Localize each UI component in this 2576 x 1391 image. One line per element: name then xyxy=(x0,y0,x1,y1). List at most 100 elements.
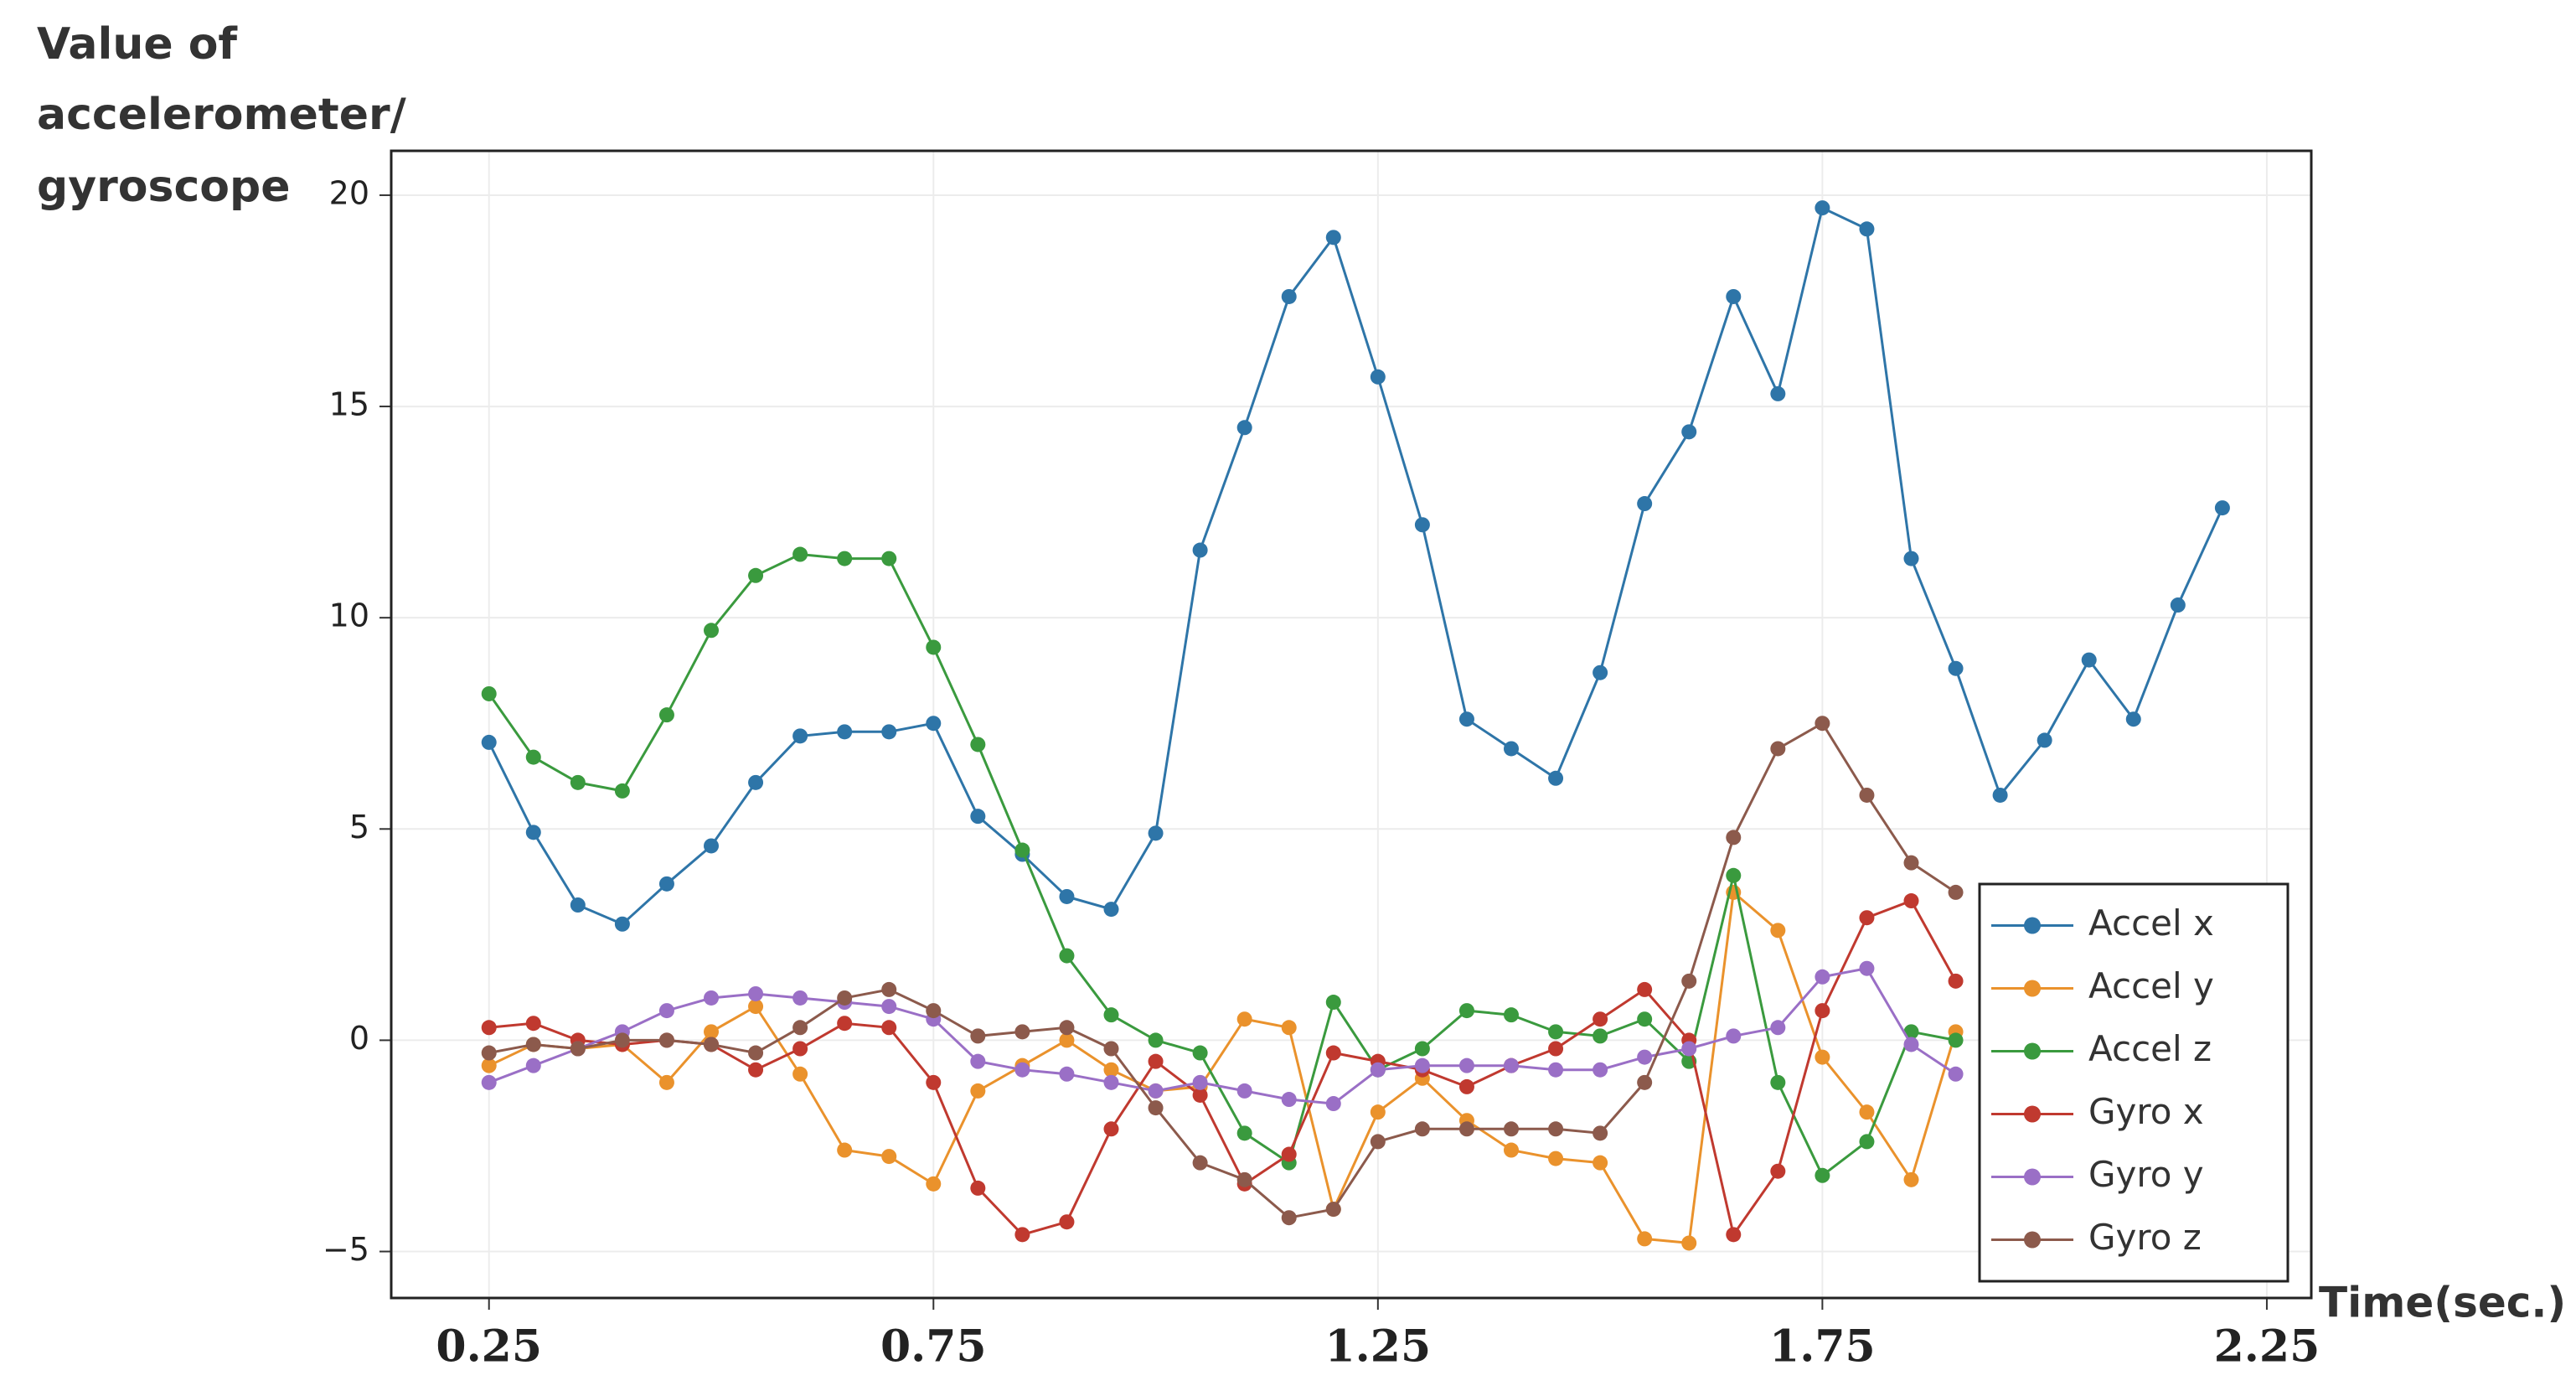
data-point xyxy=(1903,1024,1919,1040)
data-point xyxy=(1859,787,1875,803)
data-point xyxy=(1504,1057,1519,1073)
y-axis-label: accelerometer/ xyxy=(37,90,406,140)
data-point xyxy=(1637,1074,1653,1090)
series-line xyxy=(488,967,1957,1105)
legend-marker xyxy=(2024,1168,2041,1186)
data-point xyxy=(570,1041,586,1057)
y-tick-label: 5 xyxy=(349,809,369,845)
data-point xyxy=(1681,1041,1697,1057)
data-point xyxy=(1681,973,1697,989)
data-point xyxy=(1103,1007,1119,1023)
data-point xyxy=(881,1149,897,1165)
data-point xyxy=(1903,1037,1919,1052)
data-point xyxy=(1325,1096,1341,1112)
data-point xyxy=(1281,1210,1297,1226)
data-point xyxy=(1236,1011,1252,1027)
data-point xyxy=(570,897,586,913)
data-point xyxy=(1992,787,2008,803)
data-point xyxy=(1148,1100,1164,1116)
data-point xyxy=(1458,1057,1474,1073)
data-point xyxy=(1059,1032,1075,1048)
data-point xyxy=(792,990,808,1006)
data-point xyxy=(1815,1049,1830,1065)
data-point xyxy=(1903,551,1919,566)
x-tick-label: 0.75 xyxy=(880,1321,987,1373)
data-point xyxy=(2214,500,2230,516)
data-point xyxy=(1548,1151,1564,1166)
data-point xyxy=(837,724,853,740)
data-point xyxy=(1948,973,1964,989)
data-point xyxy=(1370,1134,1386,1150)
data-point xyxy=(881,724,897,740)
series xyxy=(481,893,1964,1243)
legend-marker xyxy=(2024,1105,2041,1123)
data-point xyxy=(1859,960,1875,976)
data-point xyxy=(1059,1066,1075,1082)
data-point xyxy=(1637,1011,1653,1027)
series xyxy=(481,884,1964,1251)
data-point xyxy=(748,1062,764,1078)
data-point xyxy=(2170,597,2186,613)
data-point xyxy=(1103,1062,1119,1078)
data-point xyxy=(481,1057,497,1073)
data-point xyxy=(1770,741,1786,757)
data-point xyxy=(1593,1062,1608,1078)
legend-marker xyxy=(2024,980,2041,997)
data-point xyxy=(1815,1167,1830,1183)
data-point xyxy=(525,825,541,840)
data-point xyxy=(1103,1121,1119,1137)
data-point xyxy=(1903,893,1919,909)
data-point xyxy=(1325,1202,1341,1218)
data-point xyxy=(1637,1049,1653,1065)
data-point xyxy=(881,551,897,566)
data-point xyxy=(1770,385,1786,401)
data-point xyxy=(1815,200,1830,216)
data-point xyxy=(2037,732,2052,748)
data-point xyxy=(1815,969,1830,985)
data-point xyxy=(970,809,986,825)
data-point xyxy=(1059,948,1075,964)
data-point xyxy=(658,1003,674,1019)
series xyxy=(481,960,1964,1112)
data-point xyxy=(525,1057,541,1073)
data-point xyxy=(748,567,764,583)
data-point xyxy=(1770,1163,1786,1179)
data-point xyxy=(1014,1227,1030,1243)
data-point xyxy=(1504,1007,1519,1023)
data-point xyxy=(1726,830,1742,845)
data-point xyxy=(1458,1078,1474,1094)
data-point xyxy=(1504,741,1519,757)
data-point xyxy=(1148,1032,1164,1048)
data-point xyxy=(1815,1003,1830,1019)
data-point xyxy=(1325,995,1341,1011)
data-point xyxy=(1281,1020,1297,1036)
y-tick-label: −5 xyxy=(323,1231,369,1268)
series xyxy=(481,200,2230,932)
data-point xyxy=(1281,1092,1297,1108)
data-point xyxy=(481,1020,497,1036)
data-point xyxy=(1325,1045,1341,1061)
data-point xyxy=(1281,288,1297,304)
data-point xyxy=(1593,1028,1608,1044)
data-point xyxy=(926,1003,942,1019)
x-tick-label: 1.25 xyxy=(1325,1321,1432,1373)
data-point xyxy=(481,734,497,750)
data-point xyxy=(792,728,808,744)
data-point xyxy=(1637,496,1653,512)
data-point xyxy=(614,783,630,799)
data-point xyxy=(1726,1028,1742,1044)
data-point xyxy=(837,990,853,1006)
data-point xyxy=(1059,1020,1075,1036)
data-point xyxy=(748,1045,764,1061)
data-point xyxy=(1370,1104,1386,1120)
data-point xyxy=(1059,1214,1075,1230)
data-point xyxy=(1192,1155,1208,1171)
data-point xyxy=(570,774,586,790)
data-point xyxy=(1236,1083,1252,1099)
legend-marker xyxy=(2024,1042,2041,1060)
y-tick-label: 15 xyxy=(329,386,369,423)
series xyxy=(481,716,1964,1226)
data-point xyxy=(1948,884,1964,900)
data-point xyxy=(748,999,764,1015)
data-point xyxy=(1548,1024,1564,1040)
